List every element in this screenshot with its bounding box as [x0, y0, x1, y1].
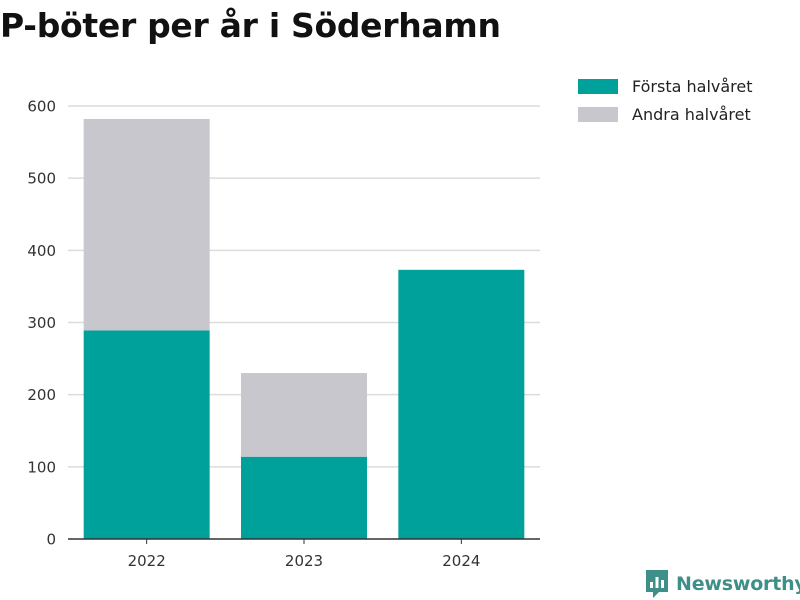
legend-label-first-half: Första halvåret: [632, 76, 753, 96]
y-tick-label: 0: [46, 531, 56, 549]
legend: Första halvåret Andra halvåret: [578, 72, 753, 128]
bars: [83, 118, 525, 539]
bar-2024-series-0: [398, 269, 525, 539]
y-tick-label: 400: [27, 242, 56, 260]
x-tick-label: 2024: [442, 552, 480, 570]
bar-2023-series-0: [241, 456, 367, 539]
legend-swatch-second-half: [578, 106, 618, 122]
legend-item-first-half: Första halvåret: [578, 72, 753, 100]
bar-2022-series-0: [83, 330, 210, 539]
y-tick-label: 100: [27, 458, 56, 476]
y-tick-label: 600: [27, 98, 56, 116]
y-tick-label: 500: [27, 170, 56, 188]
newsworthy-logo-icon: [646, 570, 668, 598]
x-tick-label: 2022: [128, 552, 166, 570]
x-tick-label: 2023: [285, 552, 323, 570]
y-tick-label: 300: [27, 314, 56, 332]
y-tick-label: 200: [27, 386, 56, 404]
legend-label-second-half: Andra halvåret: [632, 104, 751, 124]
bar-2023-series-1: [241, 373, 367, 457]
brand-name: Newsworthy: [676, 573, 800, 595]
legend-item-second-half: Andra halvåret: [578, 100, 753, 128]
axes: 0 100 200 300 400 500 600 2022 2023 2024: [27, 98, 540, 570]
bar-2022-series-1: [83, 118, 210, 331]
brand-logo[interactable]: Newsworthy: [644, 568, 800, 600]
legend-swatch-first-half: [578, 78, 618, 94]
chart-title: P-böter per år i Söderhamn: [0, 6, 501, 45]
